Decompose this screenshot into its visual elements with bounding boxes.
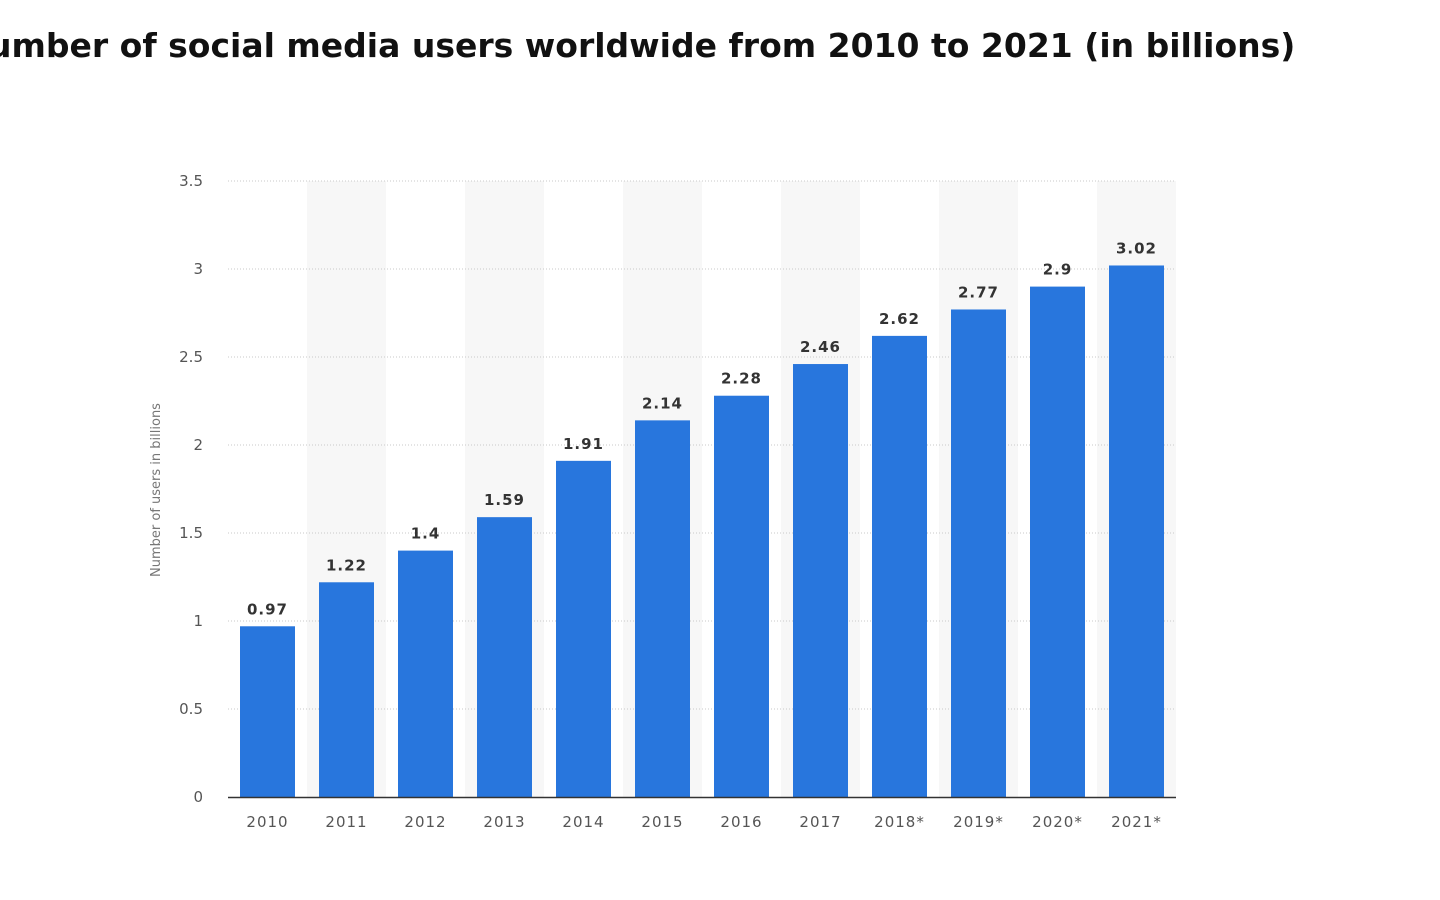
x-tick-label: 2016 xyxy=(720,813,762,831)
x-axis-labels: 2010 2011 2012 2013 2014 2015 2016 2017 2018* 201… xyxy=(246,813,1162,831)
x-tick-label: 2012 xyxy=(404,813,446,831)
x-tick-label: 2015 xyxy=(641,813,683,831)
value-label: 2.77 xyxy=(958,283,999,301)
gridlines xyxy=(228,180,1176,710)
value-label: 2.62 xyxy=(879,310,920,328)
y-axis-ticks: 0 0.5 1 1.5 2 2.5 3 3.5 xyxy=(179,172,203,806)
bar xyxy=(872,335,927,797)
y-tick-label: 1 xyxy=(193,612,203,630)
value-label: 2.14 xyxy=(642,394,683,412)
bar xyxy=(1030,286,1085,797)
bar xyxy=(556,460,611,797)
bar xyxy=(951,309,1006,797)
x-tick-label: 2010 xyxy=(246,813,288,831)
y-tick-label: 2 xyxy=(193,436,203,454)
value-label: 1.59 xyxy=(484,491,525,509)
x-tick-label: 2017 xyxy=(799,813,841,831)
value-label: 2.46 xyxy=(800,338,841,356)
value-label: 1.4 xyxy=(411,525,441,543)
bar xyxy=(635,420,690,797)
value-label: 2.9 xyxy=(1043,261,1073,279)
x-tick-label: 2021* xyxy=(1111,813,1162,831)
value-label: 3.02 xyxy=(1116,239,1157,257)
x-tick-label: 2011 xyxy=(325,813,367,831)
bar xyxy=(240,626,295,797)
y-tick-label: 3.5 xyxy=(179,172,203,190)
y-tick-label: 2.5 xyxy=(179,348,203,366)
y-tick-label: 0 xyxy=(193,788,203,806)
value-label: 2.28 xyxy=(721,370,762,388)
bar xyxy=(477,517,532,797)
x-tick-label: 2014 xyxy=(562,813,604,831)
y-tick-label: 3 xyxy=(193,260,203,278)
bars xyxy=(240,265,1164,798)
bar xyxy=(714,395,769,797)
bar xyxy=(319,582,374,797)
y-axis-title: Number of users in billions xyxy=(149,403,164,577)
y-tick-label: 0.5 xyxy=(179,700,203,718)
value-label: 1.91 xyxy=(563,435,604,453)
value-labels: 0.97 1.22 1.4 1.59 1.91 2.14 2.28 2.46 2.62 2.77 2… xyxy=(247,239,1157,618)
value-label: 0.97 xyxy=(247,600,288,618)
y-tick-label: 1.5 xyxy=(179,524,203,542)
bar xyxy=(793,364,848,797)
value-label: 1.22 xyxy=(326,556,367,574)
bar xyxy=(398,550,453,797)
x-tick-label: 2013 xyxy=(483,813,525,831)
bar xyxy=(1109,265,1164,798)
x-tick-label: 2020* xyxy=(1032,813,1083,831)
x-tick-label: 2018* xyxy=(874,813,925,831)
x-tick-label: 2019* xyxy=(953,813,1004,831)
chart-title: umber of social media users worldwide fr… xyxy=(0,26,1296,65)
